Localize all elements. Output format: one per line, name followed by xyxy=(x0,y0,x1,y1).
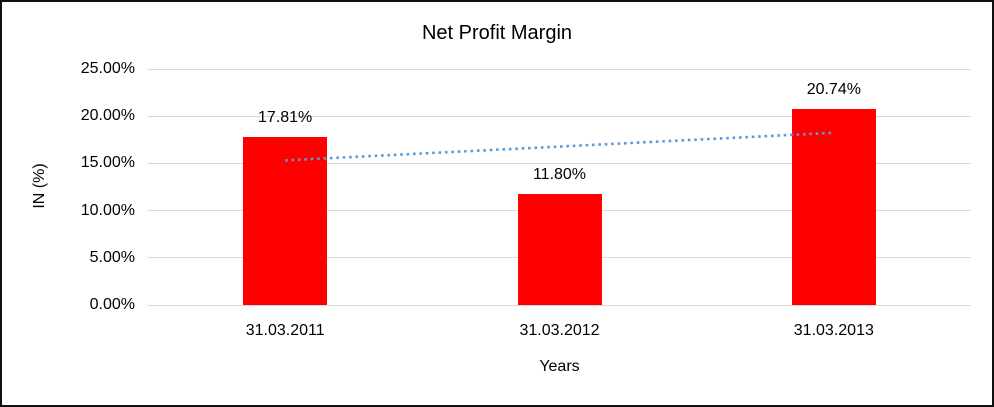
plot-area: 0.00% 5.00% 10.00% 15.00% 20.00% 25.00% 17.81%… xyxy=(81,60,971,339)
bar-data-label: 17.81% xyxy=(258,108,313,126)
gridline xyxy=(148,304,971,306)
gridline xyxy=(148,115,971,117)
bar-data-label: 11.80% xyxy=(532,165,587,183)
y-tick-label: 10.00% xyxy=(80,201,135,219)
trendline-segment xyxy=(285,131,834,162)
x-category-label: 31.03.2012 xyxy=(519,322,600,339)
chart-title: Net Profit Margin xyxy=(421,22,573,44)
gridline xyxy=(148,162,971,164)
y-tick-label: 0.00% xyxy=(89,296,135,313)
bar xyxy=(243,136,328,305)
y-axis-title: IN (%) xyxy=(31,163,48,209)
y-tick-label: 15.00% xyxy=(80,154,135,172)
bar-data-label: 20.74% xyxy=(806,81,861,99)
bar xyxy=(517,193,602,305)
y-tick-label: 20.00% xyxy=(80,107,135,125)
x-axis-title: Years xyxy=(539,358,580,375)
bar xyxy=(791,109,876,305)
gridline xyxy=(148,68,971,70)
x-category-label: 31.03.2011 xyxy=(245,322,325,339)
x-category-label: 31.03.2013 xyxy=(793,322,874,339)
y-tick-label: 5.00% xyxy=(89,248,135,266)
y-tick-label: 25.00% xyxy=(80,60,135,77)
